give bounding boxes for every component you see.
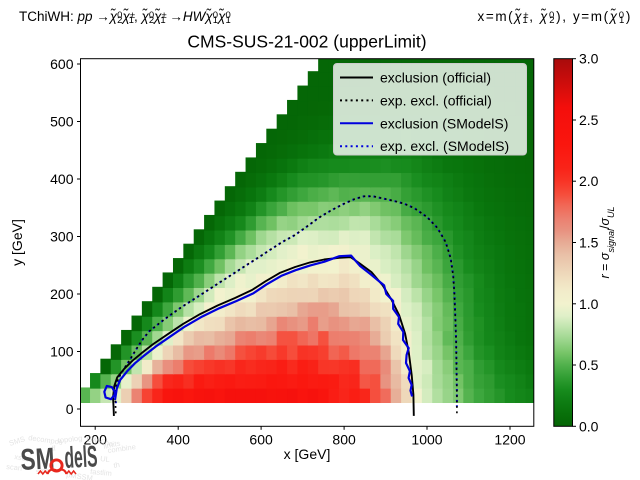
svg-text:UL: UL — [100, 454, 110, 464]
svg-text:1.5: 1.5 — [579, 235, 599, 251]
svg-text:0.5: 0.5 — [579, 357, 599, 373]
svg-text:3.0: 3.0 — [579, 51, 599, 67]
svg-text:TChiWH: pp →χ̃02χ̃±1, χ̃02χ̃±1: TChiWH: pp →χ̃02χ̃±1, χ̃02χ̃±1 →HWχ̃01χ̃… — [19, 9, 231, 26]
svg-text:2.0: 2.0 — [579, 173, 599, 189]
svg-text:th: th — [113, 460, 121, 470]
svg-text:r = σsignal/σUL: r = σsignal/σUL — [598, 206, 616, 278]
svg-text:600: 600 — [249, 432, 273, 448]
svg-text:limits: limits — [103, 439, 122, 451]
svg-text:500: 500 — [50, 114, 74, 130]
svg-text:scan: scan — [6, 462, 23, 473]
svg-text:sms: sms — [35, 466, 50, 476]
svg-text:100: 100 — [50, 344, 74, 360]
svg-text:0: 0 — [66, 401, 74, 417]
svg-text:eff: eff — [47, 444, 58, 454]
svg-text:400: 400 — [167, 432, 191, 448]
svg-text:combine: combine — [107, 442, 136, 455]
svg-text:800: 800 — [332, 432, 356, 448]
svg-text:CMS-SUS-21-002 (upperLimit): CMS-SUS-21-002 (upperLimit) — [187, 32, 426, 52]
svg-text:exp. excl. (SModelS): exp. excl. (SModelS) — [380, 138, 509, 154]
svg-text:x [GeV]: x [GeV] — [284, 446, 331, 462]
svg-text:600: 600 — [50, 56, 74, 72]
svg-text:400: 400 — [50, 171, 74, 187]
svg-text:exclusion (SModelS): exclusion (SModelS) — [380, 115, 508, 131]
svg-text:y [GeV]: y [GeV] — [9, 219, 25, 266]
svg-text:topolog: topolog — [57, 433, 82, 445]
svg-text:fastlim: fastlim — [90, 467, 112, 478]
svg-text:0.0: 0.0 — [579, 418, 599, 434]
svg-text:exp. excl. (official): exp. excl. (official) — [380, 92, 492, 108]
svg-text:pMSSM: pMSSM — [66, 470, 94, 480]
svg-text:1.0: 1.0 — [579, 296, 599, 312]
svg-text:200: 200 — [50, 286, 74, 302]
svg-text:2.5: 2.5 — [579, 112, 599, 128]
svg-text:1200: 1200 — [494, 432, 525, 448]
svg-text:1000: 1000 — [411, 432, 442, 448]
svg-text:delS: delS — [64, 440, 99, 475]
svg-text:exclusion (official): exclusion (official) — [380, 70, 491, 86]
svg-text:xsec: xsec — [14, 452, 31, 464]
svg-text:200: 200 — [84, 432, 108, 448]
svg-text:300: 300 — [50, 229, 74, 245]
svg-text:x=m(χ̃±1, χ̃02), y=m(χ̃01): x=m(χ̃±1, χ̃02), y=m(χ̃01) — [477, 9, 632, 26]
